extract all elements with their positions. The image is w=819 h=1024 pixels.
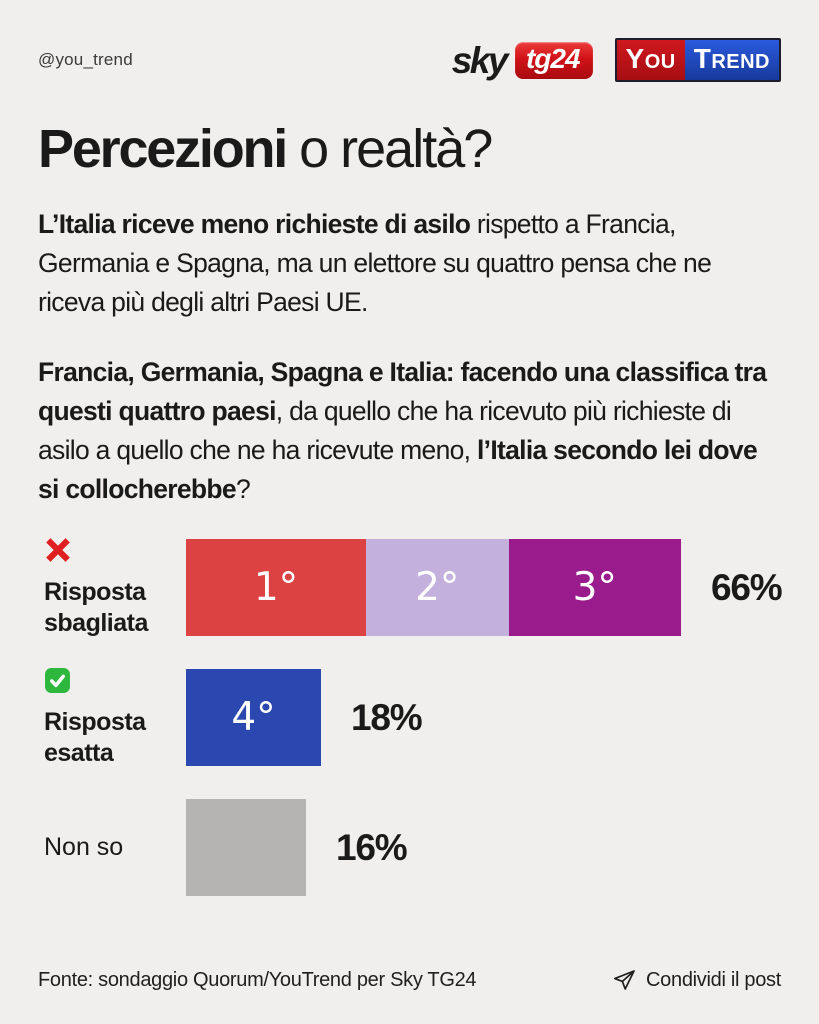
brand-logos: sky tg24 You Trend (452, 38, 781, 82)
bar-segment-1: 1° (186, 539, 366, 637)
check-mark-icon (44, 667, 186, 702)
share-button[interactable]: Condividi il post (612, 968, 781, 992)
row-label: Non so (38, 832, 186, 863)
footer: Fonte: sondaggio Quorum/YouTrend per Sky… (38, 968, 781, 992)
bar-segment-2: 2° (366, 539, 509, 637)
bar (186, 799, 306, 897)
row-label-text: Non so (44, 833, 124, 862)
sky-tg24-logo: sky tg24 (451, 39, 593, 81)
segment-label: 4° (231, 695, 276, 741)
segment-label: 3° (572, 565, 617, 611)
percentage-label: 66% (711, 566, 783, 608)
title-bold: Percezioni (38, 119, 288, 179)
percentage-label: 18% (351, 696, 423, 738)
youtrend-you-badge: You (616, 40, 685, 80)
row-label-text: Risposta esatta (44, 707, 146, 767)
account-handle: @you_trend (38, 50, 133, 69)
tg24-badge: tg24 (514, 41, 593, 79)
segment-label: 2° (415, 565, 460, 611)
page-title: Percezioni o realtà? (38, 119, 781, 179)
send-icon (612, 968, 636, 992)
cross-mark-icon (44, 536, 186, 572)
row-label: Risposta esatta (38, 667, 186, 769)
intro-paragraph: L’Italia riceve meno richieste di asilo … (38, 209, 712, 318)
bar-segment (186, 799, 306, 897)
bar-segment-3: 3° (508, 539, 681, 637)
youtrend-trend-badge: Trend (684, 40, 779, 80)
sky-wordmark: sky (451, 39, 509, 81)
header: @you_trend sky tg24 You Trend (38, 0, 781, 82)
stacked-bar: 1° 2° 3° (186, 539, 681, 637)
chart-row-1: Risposta sbagliata 1° 2° 3° 66% (38, 536, 783, 639)
chart-row-2: Risposta esatta 4° 18% (38, 667, 781, 769)
row-label: Risposta sbagliata (38, 536, 186, 639)
source-note: Fonte: sondaggio Quorum/YouTrend per Sky… (38, 968, 477, 991)
youtrend-logo: You Trend (614, 38, 781, 82)
share-label: Condividi il post (646, 968, 781, 991)
row-label-text: Risposta sbagliata (44, 578, 148, 638)
bar-segment-4: 4° (186, 669, 321, 767)
bar: 4° (186, 669, 321, 767)
question-paragraph: Francia, Germania, Spagna e Italia: face… (38, 357, 767, 505)
survey-bar-chart: Risposta sbagliata 1° 2° 3° 66% Risposta esat… (38, 536, 783, 897)
percentage-label: 16% (336, 826, 408, 868)
title-regular: o realtà? (286, 119, 493, 179)
segment-label: 1° (253, 565, 299, 611)
chart-row-3: Non so 16% (38, 799, 781, 897)
